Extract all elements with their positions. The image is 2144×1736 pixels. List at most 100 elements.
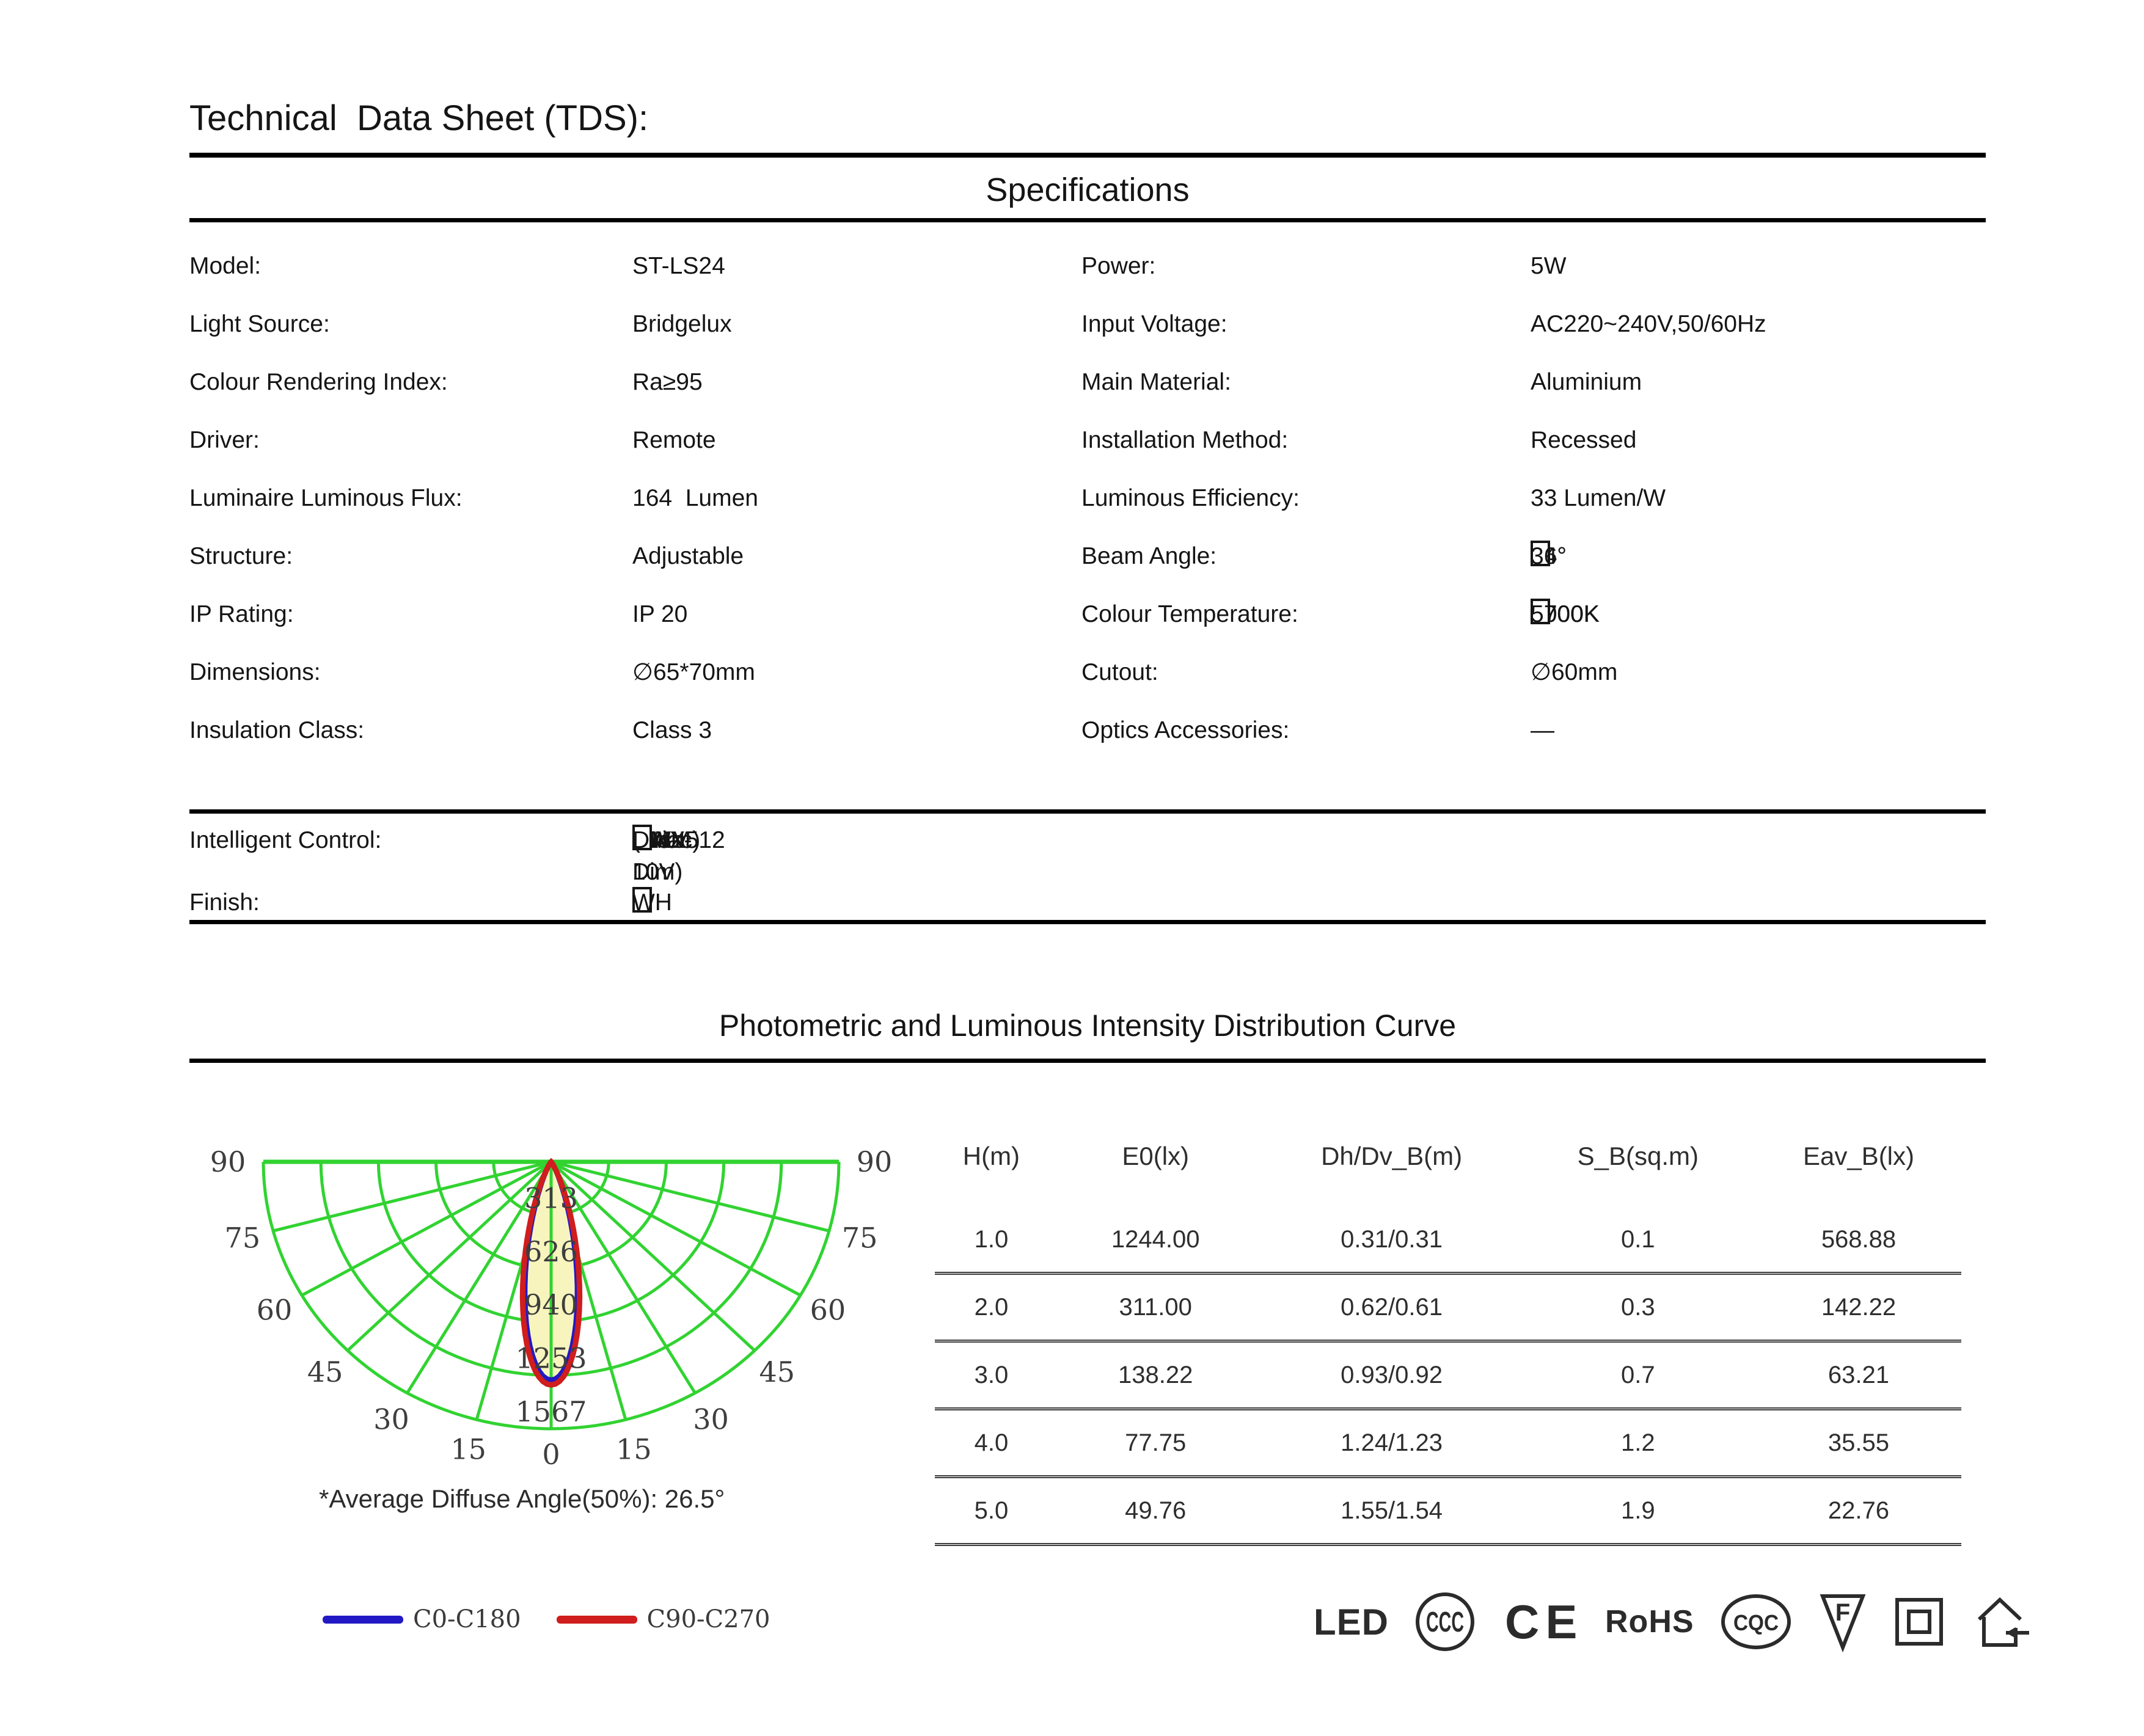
table-column-header: S_B(sq.m) [1577, 1142, 1699, 1170]
legend-label: C90-C270 [646, 1605, 770, 1633]
svg-text:1567: 1567 [515, 1395, 587, 1428]
table-cell: 1.55/1.54 [1341, 1497, 1443, 1524]
svg-text:313: 313 [524, 1181, 578, 1214]
table-cell: 0.1 [1620, 1225, 1655, 1253]
spec-row: Colour Rendering Index: Ra≥95 Main Mater… [0, 367, 2144, 409]
table-cell: 142.22 [1821, 1293, 1897, 1321]
table-cell: 22.76 [1828, 1497, 1890, 1524]
svg-text:90: 90 [857, 1145, 893, 1178]
spec-value: 164 Lumen [632, 485, 758, 511]
spec-label: Power: [1081, 253, 1156, 279]
divider [189, 1059, 1986, 1063]
table-cell: 77.75 [1125, 1429, 1187, 1456]
svg-text:1253: 1253 [515, 1342, 587, 1375]
spec-value: 33 Lumen/W [1531, 485, 1666, 511]
table-column-header: Eav_B(lx) [1802, 1142, 1915, 1170]
spec-value: Remote [632, 427, 716, 453]
table-row: 3.0 138.22 0.93/0.92 0.7 63.21 [935, 1343, 1961, 1410]
checkbox[interactable] [1531, 599, 1550, 624]
svg-text:F: F [1835, 1599, 1849, 1626]
table-cell: 1.2 [1620, 1429, 1655, 1456]
spec-label: Light Source: [189, 311, 330, 337]
f-enclosure-mark-icon: F [1820, 1594, 1865, 1652]
table-column-header: H(m) [962, 1142, 1020, 1170]
chart-legend: C0-C180 C90-C270 [323, 1605, 770, 1633]
svg-text:45: 45 [307, 1355, 343, 1388]
spec-value: ∅65*70mm [632, 659, 755, 685]
table-cell: 311.00 [1119, 1293, 1192, 1321]
photometric-polar-chart: 313 626 940 1253 1567 0 15 15 30 30 45 45 60 60 75 75 90… [210, 1145, 893, 1471]
svg-text:45: 45 [759, 1355, 796, 1388]
checkbox[interactable] [1531, 541, 1550, 566]
divider [189, 809, 1986, 814]
spec-label: Model: [189, 253, 262, 279]
table-cell: 2.0 [974, 1293, 1009, 1321]
divider [189, 153, 1986, 158]
table-cell: 0.62/0.61 [1341, 1293, 1443, 1321]
photometric-heading: Photometric and Luminous Intensity Distr… [719, 1008, 1457, 1043]
table-row: 2.0 311.00 0.62/0.61 0.3 142.22 [935, 1275, 1961, 1343]
legend-label: C0-C180 [413, 1605, 521, 1633]
ccc-mark-icon: CCC [1416, 1592, 1474, 1651]
svg-text:30: 30 [373, 1402, 409, 1435]
spec-value: Ra≥95 [632, 369, 703, 395]
table-cell: 1.0 [974, 1225, 1009, 1253]
spec-label: Input Voltage: [1081, 311, 1227, 337]
spec-value: IP 20 [632, 601, 688, 627]
spec-label: Intelligent Control: [189, 827, 382, 853]
divider [189, 218, 1986, 222]
spec-row: Driver: Remote Installation Method: Rece… [0, 425, 2144, 467]
spec-value: AC220~240V,50/60Hz [1531, 311, 1766, 337]
double-insulation-icon [1895, 1598, 1943, 1646]
spec-value: Adjustable [632, 543, 744, 569]
divider [189, 920, 1986, 924]
table-column-header: Dh/Dv_B(m) [1321, 1142, 1463, 1170]
legend-swatch-c90-c270 [556, 1615, 637, 1624]
spec-label: Beam Angle: [1081, 543, 1217, 569]
spec-value: Class 3 [632, 717, 712, 743]
legend-item-c0-c180: C0-C180 [323, 1605, 521, 1633]
svg-text:CE: CE [1505, 1595, 1581, 1649]
spec-value: Recessed [1531, 427, 1637, 453]
table-row: 4.0 77.75 1.24/1.23 1.2 35.55 [935, 1410, 1961, 1478]
table-cell: 0.93/0.92 [1341, 1361, 1443, 1388]
led-mark: LED [1314, 1601, 1389, 1643]
average-diffuse-angle-note: *Average Diffuse Angle(50%): 26.5° [319, 1484, 725, 1513]
spec-label: Colour Rendering Index: [189, 369, 448, 395]
table-cell: 0.31/0.31 [1341, 1225, 1443, 1253]
spec-label: Luminous Efficiency: [1081, 485, 1300, 511]
ce-mark-icon: CE [1505, 1595, 1581, 1649]
checkbox-label: 5700K [1531, 601, 1600, 627]
table-body: 1.0 1244.00 0.31/0.31 0.1 568.88 2.0 311.00 0.6… [935, 1207, 1961, 1546]
spec-label: Insulation Class: [189, 717, 365, 743]
table-header-row: H(m) E0(lx) Dh/Dv_B(m) S_B(sq.m) Eav_B(lx) [935, 1135, 1961, 1178]
svg-text:90: 90 [210, 1145, 246, 1178]
spec-label: Optics Accessories: [1081, 717, 1290, 743]
table-cell: 568.88 [1821, 1225, 1897, 1253]
spec-value: Bridgelux [632, 311, 732, 337]
checkbox[interactable] [632, 887, 652, 913]
spec-label: Luminaire Luminous Flux: [189, 485, 463, 511]
svg-text:75: 75 [225, 1222, 261, 1255]
spec-row: Insulation Class: Class 3 Optics Accesso… [0, 715, 2144, 757]
rohs-mark: RoHS [1605, 1604, 1694, 1639]
spec-label: Installation Method: [1081, 427, 1289, 453]
spec-row: Structure: Adjustable Beam Angle: 24°36° [0, 541, 2144, 583]
svg-text:940: 940 [524, 1288, 578, 1321]
checkbox-label: DMX512 [632, 827, 725, 853]
checkbox-label: WH [632, 889, 672, 916]
spec-label: Main Material: [1081, 369, 1231, 395]
checkbox[interactable] [632, 825, 652, 850]
table-cell: 1244.00 [1111, 1225, 1200, 1253]
table-cell: 3.0 [974, 1361, 1009, 1388]
svg-text:0: 0 [542, 1438, 560, 1471]
photometric-table: H(m) E0(lx) Dh/Dv_B(m) S_B(sq.m) Eav_B(lx) 1… [935, 1135, 1961, 1546]
spec-row: IP Rating: IP 20 Colour Temperature: 270… [0, 599, 2144, 641]
svg-text:75: 75 [842, 1222, 878, 1255]
table-cell: 138.22 [1118, 1361, 1193, 1388]
table-cell: 0.7 [1620, 1361, 1655, 1388]
svg-text:CQC: CQC [1733, 1610, 1779, 1635]
svg-text:626: 626 [524, 1235, 578, 1268]
spec-value: Aluminium [1531, 369, 1642, 395]
